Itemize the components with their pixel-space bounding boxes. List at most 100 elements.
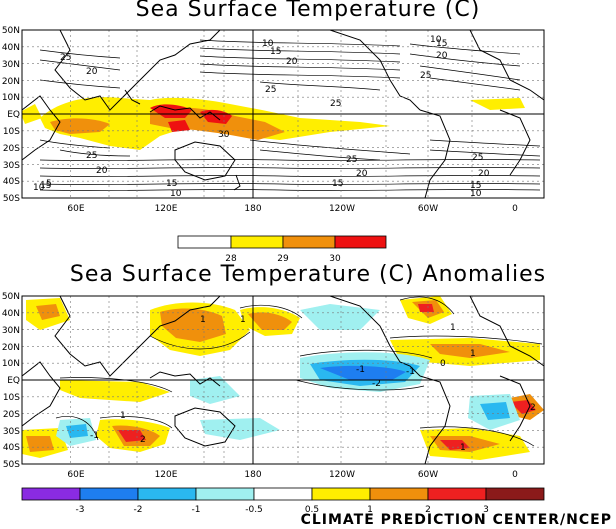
lon-label: 60W (418, 470, 438, 480)
sst-anomaly-map-panel: 1 1 1 1 -1 -1 -2 0 1 2 -1 2 1 50N 40N 30… (2, 292, 545, 515)
lat-label: 40N (2, 309, 20, 319)
colorbar-swatch (21, 487, 81, 501)
colorbar-tick: -1 (192, 505, 201, 515)
lat-label: 10S (3, 393, 20, 403)
sst-anomaly-map-title: Sea Surface Temperature (C) Anomalies (69, 262, 547, 287)
sst-map-panel: 10 15 20 25 15 10 25 20 25 30 20 25 25 2… (2, 26, 545, 264)
lat-label: 20N (2, 77, 20, 87)
contour-label: 2 (530, 403, 536, 413)
lat-label: 10N (2, 359, 20, 369)
map2-grid (22, 296, 544, 464)
colorbar-tick: 28 (225, 254, 237, 264)
contour-label: 5 (46, 179, 52, 189)
contour-label: 1 (460, 443, 466, 453)
contour-label: 25 (86, 151, 97, 161)
colorbar-swatch (230, 235, 284, 249)
lon-label: 180 (244, 204, 261, 214)
contour-label: 10 (430, 35, 442, 45)
colorbar-swatch (311, 487, 371, 501)
lat-label: 50S (3, 460, 20, 470)
contour-label: 15 (332, 179, 343, 189)
contour-label: 15 (270, 47, 281, 57)
lat-label: 50S (3, 194, 20, 204)
lon-label: 120E (155, 470, 178, 480)
colorbar-swatch (427, 487, 487, 501)
lon-label: 120E (155, 204, 178, 214)
contour-label: 25 (472, 153, 483, 163)
map2-frame (21, 295, 545, 465)
contour-label: 10 (33, 183, 45, 193)
colorbar-tick: 3 (483, 505, 489, 515)
contour-label: 30 (218, 130, 230, 140)
lon-label: 60E (67, 470, 84, 480)
lat-label: 40S (3, 443, 20, 453)
colorbar-swatch (369, 487, 429, 501)
lon-label: 180 (244, 470, 261, 480)
colorbar-swatch (334, 235, 387, 249)
contour-label: 15 (166, 179, 177, 189)
lat-label: 30S (3, 161, 20, 171)
colorbar-tick: -0.5 (245, 505, 263, 515)
colorbar-swatch (177, 235, 232, 249)
contour-label: 10 (262, 39, 274, 49)
contour-label: 1 (120, 411, 126, 421)
lon-label: 0 (512, 204, 518, 214)
colorbar-swatch (485, 487, 545, 501)
sst-contour-labels: 10 15 20 25 15 10 25 20 25 30 20 25 25 2… (33, 35, 490, 199)
contour-label: 25 (346, 155, 357, 165)
colorbar-swatch (195, 487, 255, 501)
map2-lon-labels: 60E 120E 180 120W 60W 0 (67, 470, 518, 480)
contour-label: 25 (60, 53, 71, 63)
colorbar-tick: -2 (134, 505, 143, 515)
colorbar-tick: 1 (367, 505, 373, 515)
lat-label: EQ (7, 110, 20, 120)
sst-colorbar: 28 29 30 (177, 235, 387, 264)
lon-label: 120W (329, 204, 355, 214)
lat-label: 40S (3, 177, 20, 187)
colorbar-swatch (137, 487, 197, 501)
contour-label: 10 (470, 189, 482, 199)
lat-label: 20S (3, 410, 20, 420)
lat-label: 50N (2, 292, 20, 302)
lat-label: 20N (2, 343, 20, 353)
sst-map-title: Sea Surface Temperature (C) (135, 0, 481, 22)
colorbar-tick: 0.5 (305, 505, 319, 515)
colorbar-swatch (282, 235, 336, 249)
lat-label: 30N (2, 326, 20, 336)
contour-label: -2 (372, 379, 381, 389)
contour-label: 15 (470, 181, 481, 191)
lat-label: 20S (3, 144, 20, 154)
lon-label: 60E (67, 204, 84, 214)
colorbar-tick: 29 (277, 254, 289, 264)
contour-label: 1 (450, 323, 456, 333)
colorbar-tick: 30 (329, 254, 341, 264)
lat-label: 50N (2, 26, 20, 36)
contour-label: 10 (170, 189, 182, 199)
contour-label: 25 (330, 99, 341, 109)
map1-frame (21, 29, 545, 199)
contour-label: 20 (286, 57, 298, 67)
colorbar-tick: 2 (425, 505, 431, 515)
lon-label: 120W (329, 470, 355, 480)
contour-label: 15 (436, 39, 447, 49)
colorbar-tick: -3 (76, 505, 85, 515)
coastlines-2 (22, 296, 544, 464)
contour-label: 20 (86, 67, 98, 77)
credit-label: CLIMATE PREDICTION CENTER/NCEP (300, 512, 612, 528)
contour-label: 0 (440, 359, 446, 369)
colorbar-swatch (79, 487, 139, 501)
sst-contours (39, 39, 541, 191)
map1-lon-labels: 60E 120E 180 120W 60W 0 (67, 204, 518, 214)
map2-lat-labels: 50N 40N 30N 20N 10N EQ 10S 20S 30S 40S 5… (2, 292, 20, 470)
contour-label: 1 (200, 315, 206, 325)
anomaly-shading (22, 296, 544, 460)
colorbar-swatch (253, 487, 313, 501)
lat-label: 10N (2, 93, 20, 103)
contour-label: -1 (90, 431, 99, 441)
lat-label: 10S (3, 127, 20, 137)
map1-grid (22, 30, 544, 198)
contour-label: -1 (406, 367, 415, 377)
contour-label: 1 (470, 349, 476, 359)
contour-label: 25 (420, 71, 431, 81)
